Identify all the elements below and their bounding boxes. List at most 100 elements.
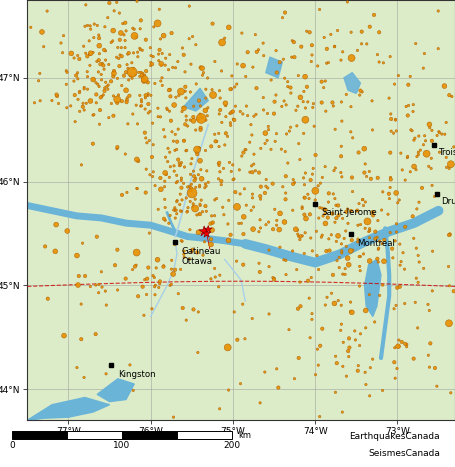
Point <box>308 274 315 281</box>
Point <box>349 188 356 195</box>
Point <box>86 62 94 69</box>
Point <box>139 70 147 77</box>
Point <box>443 163 450 171</box>
Point <box>149 272 157 279</box>
Point <box>307 334 314 341</box>
Point <box>379 281 386 289</box>
Point <box>149 173 156 180</box>
Point <box>387 110 394 118</box>
Point <box>294 305 302 312</box>
Point <box>177 207 184 215</box>
Point <box>410 234 417 242</box>
Point <box>356 262 363 270</box>
Point <box>136 25 144 33</box>
Point <box>156 280 163 287</box>
Bar <box>122 431 177 439</box>
Bar <box>67 431 122 439</box>
Point <box>162 204 169 211</box>
Point <box>195 171 202 178</box>
Point <box>394 199 401 206</box>
Point <box>129 110 136 118</box>
Point <box>276 226 283 234</box>
Point <box>87 283 94 290</box>
Point <box>429 248 436 255</box>
Point <box>415 258 423 266</box>
Point <box>226 110 233 117</box>
Point <box>221 35 228 42</box>
Point <box>134 49 141 56</box>
Point <box>143 291 150 298</box>
Point <box>273 217 280 224</box>
Point <box>363 40 370 48</box>
Point <box>357 87 364 94</box>
Point <box>160 126 167 134</box>
Point <box>381 236 388 244</box>
Point <box>344 347 352 355</box>
Point <box>246 169 253 176</box>
Point <box>173 146 180 153</box>
Point <box>445 92 453 99</box>
Point <box>237 108 244 115</box>
Point <box>308 310 316 318</box>
Point <box>82 50 89 57</box>
Point <box>102 47 109 55</box>
Point <box>180 137 187 144</box>
Point <box>349 247 356 254</box>
Text: Trois-Ri: Trois-Ri <box>439 149 455 157</box>
Point <box>111 262 119 269</box>
Point <box>145 109 152 117</box>
Point <box>138 98 145 106</box>
Point <box>167 282 174 289</box>
Point <box>263 137 271 144</box>
Point <box>322 163 329 170</box>
Point <box>379 387 386 394</box>
Point <box>217 94 224 102</box>
Text: EarthquakesCanada: EarthquakesCanada <box>349 432 440 441</box>
Point <box>347 298 354 306</box>
Point <box>74 96 81 103</box>
Point <box>110 92 117 99</box>
Point <box>133 156 141 163</box>
Point <box>233 203 241 211</box>
Point <box>74 281 81 289</box>
Point <box>380 257 388 265</box>
Point <box>96 83 103 90</box>
Point <box>222 99 229 107</box>
Point <box>172 93 180 101</box>
Point <box>358 40 365 48</box>
Point <box>404 81 412 88</box>
Point <box>199 71 206 79</box>
Point <box>195 97 202 104</box>
Point <box>316 413 324 420</box>
Point <box>187 198 194 205</box>
Point <box>182 83 189 91</box>
Point <box>81 84 88 91</box>
Point <box>135 292 142 300</box>
Point <box>447 161 455 168</box>
Point <box>343 372 350 380</box>
Point <box>262 140 269 147</box>
Point <box>171 162 178 170</box>
Point <box>190 113 197 120</box>
Point <box>338 302 345 309</box>
Point <box>144 90 152 98</box>
Point <box>320 34 328 41</box>
Point <box>158 74 166 82</box>
Bar <box>12 431 67 439</box>
Point <box>269 274 277 281</box>
Point <box>401 265 408 273</box>
Point <box>188 189 196 197</box>
Point <box>204 74 211 82</box>
Point <box>190 306 197 313</box>
Point <box>412 298 419 306</box>
Point <box>339 408 346 416</box>
Point <box>298 205 306 212</box>
Point <box>338 98 345 106</box>
Point <box>172 64 179 71</box>
Point <box>192 41 199 49</box>
Point <box>314 346 321 353</box>
Point <box>220 165 227 172</box>
Point <box>415 252 422 259</box>
Point <box>322 107 329 115</box>
Point <box>111 7 118 14</box>
